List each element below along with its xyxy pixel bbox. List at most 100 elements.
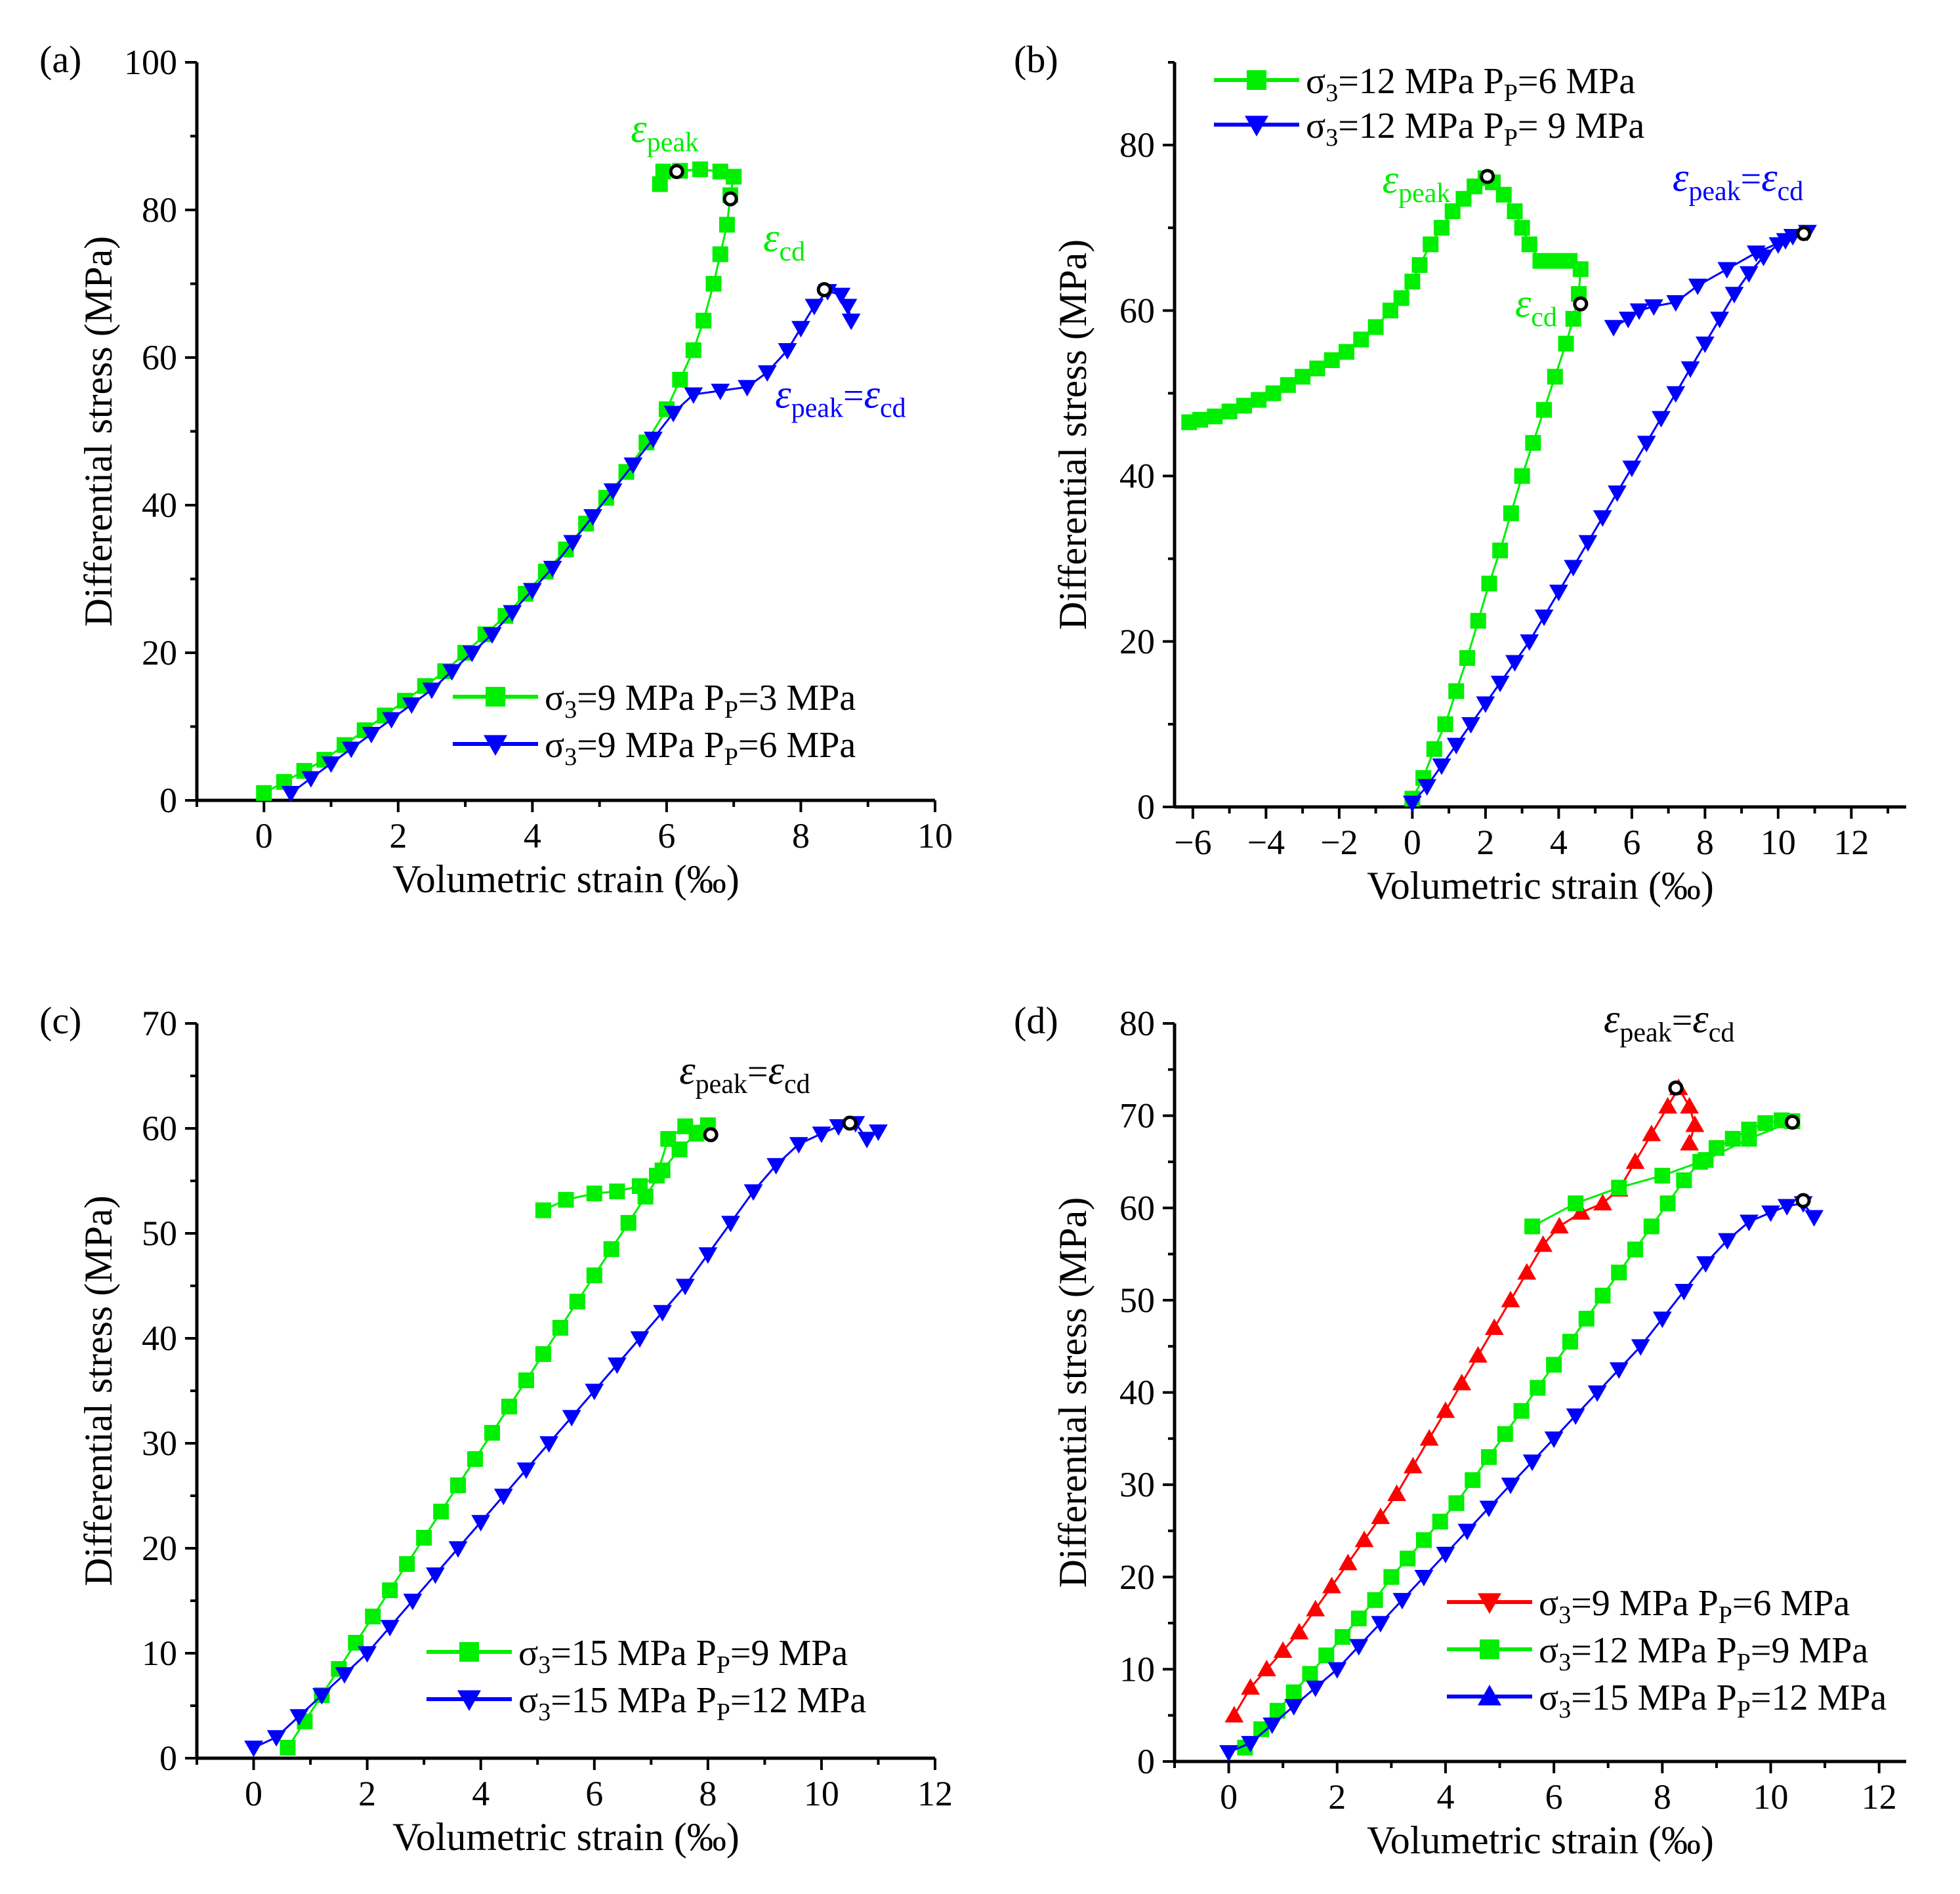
data-point (1432, 758, 1451, 775)
data-point (244, 1740, 263, 1758)
data-point (1761, 1205, 1780, 1222)
data-point (1578, 1311, 1595, 1327)
data-point (1550, 1216, 1569, 1234)
data-point (569, 1294, 585, 1309)
data-point (698, 1247, 718, 1264)
data-point (426, 1567, 445, 1584)
data-point (630, 1331, 650, 1348)
legend-entry: σ3=12 MPa PP= 9 MPa (1306, 106, 1644, 152)
data-point (301, 771, 321, 788)
data-point (467, 1451, 484, 1467)
data-point (766, 1158, 786, 1175)
legend-text-part: σ (545, 678, 564, 718)
data-point (712, 246, 728, 262)
data-point (563, 535, 583, 552)
y-tick-label: 0 (1137, 787, 1155, 827)
data-point (493, 1489, 513, 1506)
data-point (1289, 1622, 1309, 1639)
data-point (1658, 1097, 1677, 1114)
data-point (1470, 613, 1486, 629)
annotation-label: εcd (763, 216, 805, 267)
data-point (1674, 1284, 1694, 1301)
data-point (1207, 408, 1223, 424)
y-tick-label: 60 (142, 1109, 177, 1148)
y-tick-label: 40 (1119, 1373, 1155, 1412)
data-point (838, 299, 858, 316)
data-point (1547, 253, 1563, 269)
data-point (1611, 1264, 1627, 1281)
legend-text-part: =9 MPa (1751, 1630, 1869, 1671)
data-point (1578, 535, 1598, 552)
x-tick-label: 8 (792, 816, 810, 855)
data-point (1437, 716, 1453, 732)
data-point (403, 1594, 423, 1611)
legend-marker (459, 1642, 479, 1662)
data-point (1503, 505, 1519, 522)
data-point (675, 1279, 695, 1296)
data-point (648, 1168, 665, 1184)
data-point (503, 605, 522, 622)
data-point (1525, 435, 1541, 451)
x-tick-label: 0 (245, 1774, 262, 1813)
data-point (1417, 779, 1437, 796)
panel-label: (b) (1014, 38, 1058, 81)
data-point (1257, 1659, 1276, 1677)
data-point (1777, 1199, 1797, 1216)
y-tick-label: 0 (159, 1739, 177, 1778)
x-tick-label: 2 (358, 1774, 376, 1813)
data-point (1536, 401, 1553, 418)
data-point (711, 383, 730, 401)
data-point (1520, 634, 1539, 651)
data-point (1367, 319, 1384, 335)
legend-text-part: 3 (538, 1698, 551, 1726)
x-tick-label: 8 (1696, 823, 1714, 862)
data-point (1514, 468, 1530, 484)
data-point (1426, 741, 1442, 757)
x-tick-label: 12 (1862, 1777, 1897, 1817)
data-point (586, 1267, 602, 1283)
data-point (1501, 1477, 1520, 1494)
data-point (1448, 1495, 1465, 1512)
x-tick-label: 6 (1623, 823, 1640, 862)
critical-point-marker (1573, 296, 1589, 312)
data-point (365, 1609, 381, 1624)
data-point (1469, 1346, 1488, 1363)
legend-text-part: =9 MPa P (577, 678, 724, 718)
annotation-label: εpeak=εcd (1604, 997, 1734, 1048)
data-point (1666, 295, 1686, 312)
data-point (1436, 1546, 1455, 1563)
panel-d: (d) 0 2 4 6 8 10 12 0 10 20 30 40 50 60 70 80 Volumetric … (1014, 997, 1906, 1862)
x-tick-label: 6 (585, 1774, 603, 1813)
data-point (1497, 1426, 1513, 1442)
legend-entry: σ3=15 MPa PP=9 MPa (518, 1633, 848, 1679)
data-point (399, 1556, 415, 1572)
data-point (471, 1515, 491, 1532)
data-point (1524, 1218, 1541, 1235)
x-tick-label: 10 (804, 1774, 839, 1813)
data-point (1383, 1569, 1400, 1585)
data-point (684, 387, 703, 404)
y-tick-label: 50 (1119, 1281, 1155, 1320)
data-point (1513, 1403, 1530, 1419)
data-point (1251, 392, 1267, 408)
y-tick-label: 0 (1137, 1742, 1155, 1781)
x-tick-label: 4 (472, 1774, 490, 1813)
data-point (1696, 1256, 1715, 1273)
data-point (721, 1216, 740, 1233)
x-tick-label: 8 (1654, 1777, 1671, 1817)
data-point (1318, 1647, 1335, 1664)
data-point (1490, 676, 1510, 693)
legend-text-part: =12 MPa P (1338, 106, 1504, 146)
data-point (1625, 1152, 1645, 1169)
data-point (482, 627, 502, 644)
data-point (1436, 1401, 1455, 1418)
legend-entry: σ3=12 MPa PP=9 MPa (1539, 1630, 1868, 1676)
critical-point-marker (1785, 1114, 1801, 1130)
legend-text-part: P (1719, 1601, 1732, 1629)
data-point (1546, 1357, 1562, 1373)
data-point (256, 785, 272, 801)
legend-text-part: σ (1539, 1678, 1558, 1718)
legend-text-part: P (1737, 1696, 1751, 1723)
y-tick-label: 70 (142, 1004, 177, 1043)
critical-point-marker (722, 191, 738, 207)
